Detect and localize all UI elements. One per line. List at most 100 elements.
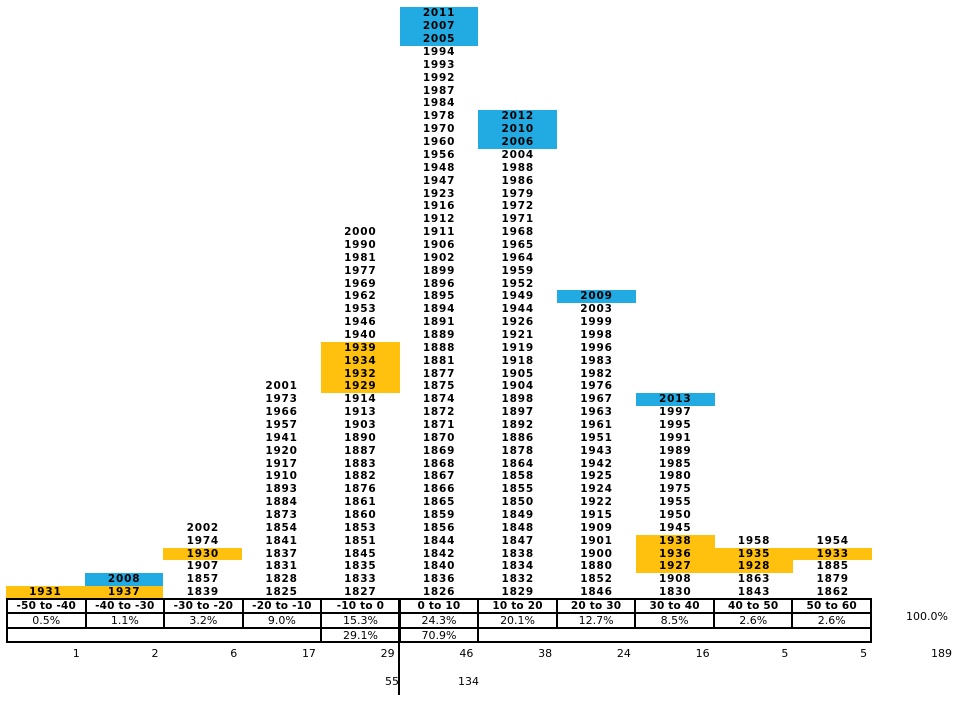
year-cell: 1894 bbox=[422, 303, 456, 316]
year-cell: 1980 bbox=[659, 470, 692, 483]
bin-column: 2012 2010 2006 2004 1988 1986 1979 1972 1971 1968… bbox=[478, 110, 558, 599]
year-cell: 1854 bbox=[265, 521, 298, 534]
year-cell: 1907 bbox=[186, 560, 220, 573]
year-cell: 1905 bbox=[501, 367, 534, 380]
year-cell: 1959 bbox=[501, 264, 534, 277]
bin-count-label: 6 bbox=[230, 647, 238, 660]
bin-column: 1958 1935 1928 1863 1843 bbox=[714, 535, 794, 599]
bin-percent-cell: 2.6% bbox=[793, 614, 870, 627]
year-cell: 1975 bbox=[659, 483, 692, 496]
year-cell: 1896 bbox=[422, 277, 456, 290]
year-cell: 1889 bbox=[422, 328, 456, 341]
bin-percent-cell: 15.3% bbox=[322, 614, 399, 627]
year-cell: 1921 bbox=[501, 328, 534, 341]
year-cell: 1899 bbox=[422, 264, 456, 277]
year-cell: 1993 bbox=[422, 58, 456, 71]
bin-range-header: -20 to -10 bbox=[243, 600, 321, 612]
year-cell: 1873 bbox=[265, 508, 298, 521]
year-cell: 1849 bbox=[501, 508, 534, 521]
bin-count-label: 17 bbox=[301, 647, 316, 660]
year-cell: 1890 bbox=[344, 431, 377, 444]
year-cell: 1895 bbox=[422, 290, 456, 303]
year-cell: 2006 bbox=[478, 136, 558, 149]
year-cell: 1911 bbox=[422, 226, 456, 239]
bin-count-label: 1 bbox=[72, 647, 80, 660]
year-cell: 1996 bbox=[580, 341, 613, 354]
year-cell: 1862 bbox=[816, 586, 849, 599]
year-cell: 1969 bbox=[344, 277, 377, 290]
bin-percent-cell: 2.6% bbox=[714, 614, 792, 627]
year-cell: 1941 bbox=[265, 431, 298, 444]
year-cell: 1887 bbox=[344, 444, 377, 457]
bin-range-header: 50 to 60 bbox=[793, 600, 870, 612]
year-cell: 1960 bbox=[422, 136, 456, 149]
year-cell: 1951 bbox=[580, 431, 613, 444]
year-cell: 1926 bbox=[501, 316, 534, 329]
year-cell: 1857 bbox=[186, 573, 220, 586]
year-cell: 1843 bbox=[737, 586, 771, 599]
year-cell: 1962 bbox=[344, 290, 377, 303]
bin-column: 2001 1973 1966 1957 1941 1920 1917 1910 1893 1884… bbox=[242, 380, 321, 599]
year-cell: 1900 bbox=[580, 547, 613, 560]
year-cell: 1954 bbox=[816, 534, 849, 547]
bin-counts-row: 1 2 6 17 29 46 38 24 16 5 5 bbox=[6, 647, 872, 660]
total-count-label: 189 bbox=[931, 647, 952, 660]
bin-count-label: 46 bbox=[459, 647, 474, 660]
year-cell: 1872 bbox=[422, 406, 456, 419]
bin-column: 1954 1933 1885 1879 1862 bbox=[793, 534, 873, 599]
negative-side-count-label: 55 bbox=[385, 675, 399, 688]
year-cell: 1829 bbox=[501, 586, 534, 599]
year-cell: 1844 bbox=[422, 534, 456, 547]
bin-count-label: 29 bbox=[380, 647, 395, 660]
year-cell: 1893 bbox=[265, 483, 298, 496]
year-cell: 2002 bbox=[186, 521, 220, 534]
year-cell: 1837 bbox=[265, 547, 298, 560]
year-cell: 1877 bbox=[422, 367, 456, 380]
year-cell: 1972 bbox=[501, 200, 534, 213]
year-cell: 1897 bbox=[501, 406, 534, 419]
year-cell: 1934 bbox=[320, 354, 400, 368]
bin-percent-cell: 8.5% bbox=[636, 614, 713, 627]
year-cell: 1989 bbox=[659, 444, 692, 457]
year-cell: 1886 bbox=[501, 431, 534, 444]
bin-range-header: -10 to 0 bbox=[322, 600, 399, 612]
year-cell: 1866 bbox=[422, 483, 456, 496]
year-cell: 1950 bbox=[659, 508, 692, 521]
year-cell: 1888 bbox=[422, 341, 456, 354]
year-cell: 1874 bbox=[422, 393, 456, 406]
year-cell: 1981 bbox=[344, 251, 377, 264]
bin-summary-table: -50 to -40 -40 to -30 -30 to -20 -20 to -10… bbox=[6, 598, 872, 643]
year-cell: 1892 bbox=[501, 418, 534, 431]
bin-range-header: 30 to 40 bbox=[636, 600, 713, 612]
bin-count-label: 24 bbox=[616, 647, 631, 660]
year-cell: 1988 bbox=[501, 161, 534, 174]
year-cell: 1839 bbox=[186, 586, 220, 599]
year-cell: 1949 bbox=[501, 290, 534, 303]
year-cell: 1831 bbox=[265, 560, 298, 573]
year-cell: 1825 bbox=[265, 586, 298, 599]
year-cell: 1967 bbox=[580, 393, 613, 406]
year-cell: 1997 bbox=[659, 406, 692, 419]
year-cell: 1841 bbox=[265, 534, 298, 547]
year-cell: 1983 bbox=[580, 354, 613, 367]
bin-percent-cell: 1.1% bbox=[86, 614, 164, 627]
year-cell: 1937 bbox=[84, 586, 164, 599]
year-cell: 1878 bbox=[501, 444, 534, 457]
year-cell: 1920 bbox=[265, 444, 298, 457]
year-cell: 1880 bbox=[580, 560, 613, 573]
bin-column: 2013 1997 1995 1991 1989 1985 1980 1975 1955 1950… bbox=[635, 393, 715, 599]
year-cell: 2011 bbox=[399, 7, 479, 21]
year-cell: 1827 bbox=[344, 586, 377, 599]
year-cell: 1884 bbox=[265, 496, 298, 509]
year-cell: 1956 bbox=[422, 148, 456, 161]
year-cell: 1986 bbox=[501, 174, 534, 187]
positive-side-percent: 70.9% bbox=[400, 629, 478, 641]
year-cell: 1834 bbox=[501, 560, 534, 573]
year-cell: 1868 bbox=[422, 457, 456, 470]
year-cell: 1931 bbox=[6, 586, 85, 599]
year-cell: 1904 bbox=[501, 380, 534, 393]
year-cell: 1952 bbox=[501, 277, 534, 290]
bin-percent-cell: 9.0% bbox=[243, 614, 321, 627]
year-cell: 1933 bbox=[793, 547, 873, 561]
